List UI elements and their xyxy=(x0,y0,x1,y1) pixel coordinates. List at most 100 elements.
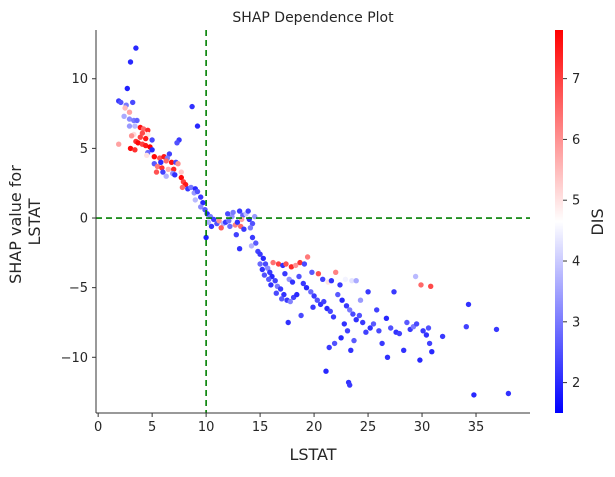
scatter-point xyxy=(149,137,155,143)
scatter-point xyxy=(189,103,195,110)
scatter-point xyxy=(211,216,217,223)
scatter-point xyxy=(350,311,356,317)
scatter-point xyxy=(241,226,247,232)
scatter-point xyxy=(227,223,233,230)
scatter-point xyxy=(154,163,161,170)
scatter-point xyxy=(333,269,339,275)
scatter-point xyxy=(418,282,424,288)
scatter-point xyxy=(127,59,134,65)
scatter-point xyxy=(175,161,181,167)
scatter-point xyxy=(314,297,320,303)
scatter-point xyxy=(420,328,426,334)
scatter-point xyxy=(379,340,385,347)
y-axis-label-line-1: SHAP value for xyxy=(6,165,25,284)
scatter-point xyxy=(135,140,141,146)
scatter-point xyxy=(230,209,236,216)
scatter-point xyxy=(413,321,420,327)
scatter-point xyxy=(429,349,435,355)
scatter-point xyxy=(165,166,171,172)
scatter-point xyxy=(357,297,364,303)
scatter-point xyxy=(262,261,269,267)
scatter-point xyxy=(248,243,255,249)
scatter-point xyxy=(124,85,130,92)
scatter-point xyxy=(417,357,423,363)
scatter-point xyxy=(245,208,251,214)
scatter-point xyxy=(265,265,271,271)
scatter-point xyxy=(132,123,138,129)
scatter-point xyxy=(323,368,329,374)
scatter-point xyxy=(126,116,133,122)
scatter-point xyxy=(343,303,350,309)
scatter-point xyxy=(163,173,169,179)
scatter-points xyxy=(116,45,512,398)
x-tick-label: 5 xyxy=(148,420,156,435)
y-tick-label: 10 xyxy=(71,72,88,87)
scatter-point xyxy=(139,130,146,136)
scatter-point xyxy=(126,109,133,115)
scatter-point xyxy=(188,184,194,191)
scatter-point xyxy=(234,219,241,225)
scatter-point xyxy=(121,113,127,120)
y-tick-label: 0 xyxy=(80,212,88,227)
scatter-point xyxy=(293,262,299,269)
scatter-point xyxy=(270,259,276,266)
scatter-point xyxy=(365,289,371,295)
scatter-point xyxy=(126,123,133,129)
scatter-point xyxy=(337,282,343,288)
scatter-point xyxy=(309,269,315,275)
scatter-point xyxy=(281,291,287,298)
scatter-point xyxy=(348,347,354,353)
scatter-point xyxy=(153,169,160,175)
scatter-point xyxy=(122,105,128,111)
y-tick-label: 5 xyxy=(80,142,88,157)
colorbar-tick-label: 2 xyxy=(572,376,580,391)
colorbar-tick-label: 4 xyxy=(572,255,580,270)
scatter-point xyxy=(130,99,136,106)
scatter-point xyxy=(128,133,135,139)
colorbar-tick-label: 7 xyxy=(572,72,580,87)
colorbar-label: DIS xyxy=(588,208,607,235)
scatter-point xyxy=(426,340,433,347)
scatter-point xyxy=(236,246,243,252)
scatter-point xyxy=(275,261,282,267)
scatter-point xyxy=(179,184,186,191)
scatter-point xyxy=(285,319,291,326)
scatter-point xyxy=(335,291,341,298)
scatter-point xyxy=(194,123,201,129)
scatter-point xyxy=(266,276,272,282)
scatter-point xyxy=(347,307,353,313)
scatter-point xyxy=(370,321,377,327)
x-tick-label: 35 xyxy=(468,420,485,435)
scatter-point xyxy=(353,278,359,284)
scatter-point xyxy=(132,147,138,153)
x-tick-label: 25 xyxy=(360,420,377,435)
scatter-point xyxy=(301,261,308,267)
colorbar-tick-label: 6 xyxy=(572,133,580,148)
scatter-point xyxy=(166,151,173,157)
axes: 0 5 10 15 20 25 30 35 10 5 0 −5 −10 xyxy=(61,30,530,435)
scatter-point xyxy=(208,223,215,230)
scatter-point xyxy=(257,251,263,257)
scatter-point xyxy=(172,172,178,178)
scatter-point xyxy=(304,254,311,260)
scatter-point xyxy=(374,307,380,313)
scatter-point xyxy=(289,279,296,285)
scatter-point xyxy=(151,154,157,160)
scatter-point xyxy=(160,169,166,175)
reference-lines xyxy=(96,30,530,413)
scatter-point xyxy=(133,45,139,51)
scatter-point xyxy=(338,335,344,341)
scatter-point xyxy=(268,282,274,288)
scatter-point xyxy=(505,390,512,397)
scatter-point xyxy=(303,285,310,291)
scatter-point xyxy=(349,278,355,284)
scatter-point xyxy=(321,298,327,305)
scatter-point xyxy=(226,218,232,224)
scatter-point xyxy=(330,314,337,320)
scatter-point xyxy=(294,291,300,298)
scatter-point xyxy=(203,234,209,241)
scatter-point xyxy=(279,296,285,302)
scatter-point xyxy=(428,283,434,289)
